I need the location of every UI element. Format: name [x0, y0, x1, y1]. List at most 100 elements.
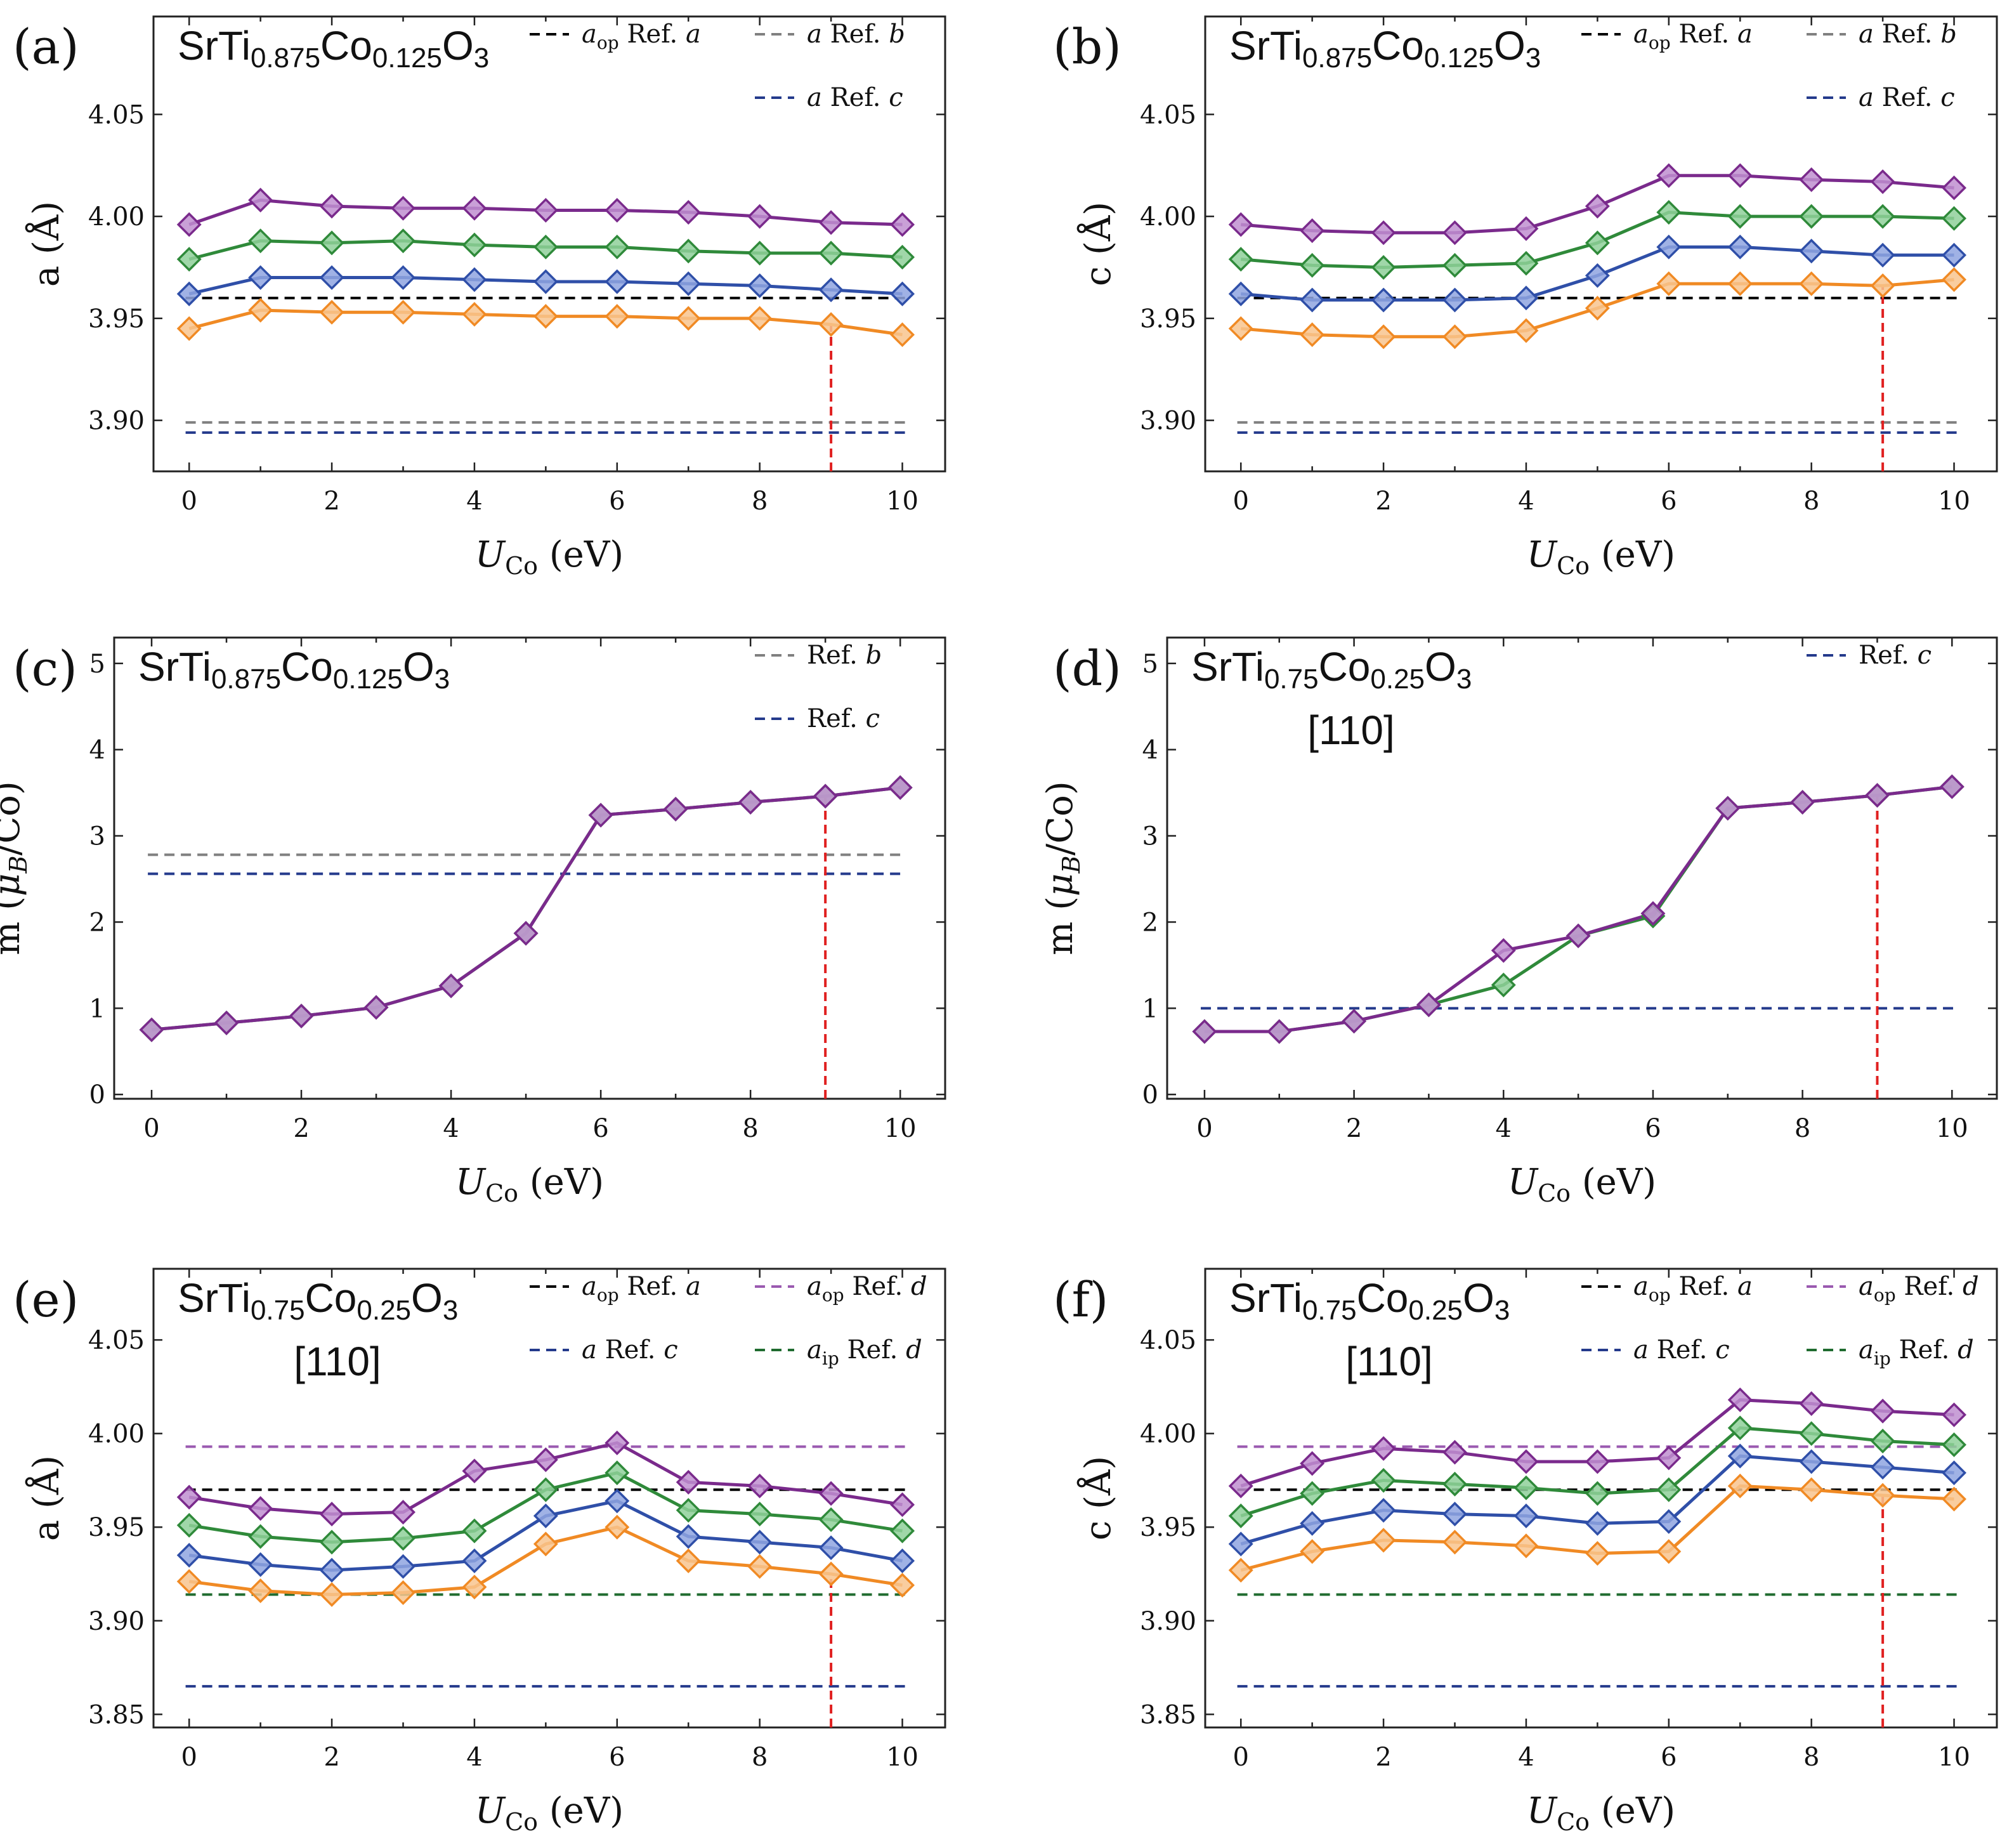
y-tick-label: 3.90	[1140, 407, 1196, 436]
data-point-purple	[438, 973, 464, 999]
legend-entry: a Ref. c	[582, 1335, 678, 1365]
data-point-orange	[818, 1561, 844, 1587]
plot-frame	[1204, 1268, 1998, 1729]
data-point-purple	[1870, 1398, 1895, 1424]
y-tick-label: 5	[89, 650, 105, 679]
data-point-green	[1300, 252, 1325, 278]
data-point-orange	[1799, 1477, 1824, 1502]
x-axis-label: UCo (eV)	[1527, 1790, 1675, 1836]
y-tick-label: 4.00	[88, 1420, 145, 1449]
x-tick-label: 4	[1518, 1743, 1534, 1772]
x-tick-label: 4	[466, 487, 482, 516]
data-point-purple	[1342, 1009, 1367, 1034]
data-point-purple	[1715, 796, 1741, 821]
formula-title: SrTi0.875Co0.125O3	[178, 23, 489, 74]
y-axis-label: m (μB/Co)	[1040, 781, 1085, 955]
data-point-green	[1585, 230, 1610, 256]
y-tick-label: 4.00	[1140, 1420, 1196, 1449]
y-axis-label: a (Å)	[25, 201, 67, 287]
x-tick-label: 8	[1803, 487, 1819, 516]
data-point-green	[1870, 204, 1895, 229]
x-axis-label: UCo (eV)	[1527, 534, 1675, 580]
data-point-green	[533, 1477, 558, 1502]
data-point-orange	[391, 1580, 415, 1606]
y-axis-label: c (Å)	[1076, 202, 1119, 286]
data-point-orange	[1942, 1486, 1967, 1512]
x-axis-label: UCo (eV)	[475, 1790, 624, 1836]
data-point-blue	[747, 273, 773, 298]
y-tick-label: 3.90	[88, 1607, 145, 1636]
y-tick-label: 3.95	[88, 305, 145, 334]
data-point-blue	[1656, 234, 1682, 259]
data-point-orange	[248, 1578, 273, 1604]
data-point-green	[1228, 247, 1253, 272]
y-tick-label: 4.05	[1140, 1326, 1196, 1355]
legend-entry: a Ref. c	[807, 83, 903, 112]
data-point-blue	[462, 267, 487, 292]
data-point-green	[1491, 973, 1516, 998]
plot-frame	[152, 1268, 946, 1729]
x-tick-label: 4	[443, 1114, 459, 1143]
data-point-blue	[676, 1524, 701, 1549]
data-point-green	[248, 228, 273, 254]
x-tick-label: 8	[1795, 1114, 1810, 1143]
data-point-orange	[1442, 1530, 1467, 1555]
data-point-blue	[1442, 1502, 1467, 1527]
y-tick-label: 4.05	[88, 100, 145, 129]
data-point-green	[818, 240, 844, 266]
x-tick-label: 2	[1375, 487, 1391, 516]
data-point-orange	[1656, 1539, 1682, 1564]
x-tick-label: 6	[1661, 1743, 1677, 1772]
data-point-green	[1371, 1467, 1396, 1493]
data-point-green	[391, 228, 415, 254]
data-point-green	[319, 1530, 344, 1555]
x-tick-label: 2	[1375, 1743, 1391, 1772]
x-tick-label: 2	[1346, 1114, 1362, 1143]
x-tick-label: 10	[1938, 487, 1970, 516]
data-point-orange	[319, 299, 344, 325]
panel-b: (b) 0 2 4 6 8 10 3.90 3.95 4.00 4.05 UCo (eV) c (Å) S…	[1053, 15, 1998, 580]
panel-label: (a)	[13, 18, 79, 75]
x-tick-label: 4	[1496, 1114, 1512, 1143]
data-point-green	[1942, 1432, 1967, 1457]
data-point-orange	[1228, 1557, 1253, 1583]
y-tick-label: 4.00	[88, 202, 145, 232]
data-point-blue	[248, 265, 273, 291]
data-point-green	[1585, 1481, 1610, 1506]
data-point-green	[1300, 1481, 1325, 1506]
data-point-purple	[676, 200, 701, 225]
data-point-purple	[248, 1496, 273, 1521]
data-point-green	[533, 234, 558, 259]
plot-frame	[113, 636, 946, 1100]
x-tick-label: 8	[1803, 1743, 1819, 1772]
data-point-blue	[1300, 1511, 1325, 1536]
y-tick-label: 4.00	[1140, 202, 1196, 232]
data-point-purple	[1585, 1449, 1610, 1474]
formula-title: SrTi0.875Co0.125O3	[138, 644, 450, 695]
data-point-purple	[289, 1004, 314, 1029]
data-point-purple	[214, 1010, 239, 1035]
data-point-blue	[818, 1535, 844, 1561]
formula-title: SrTi0.875Co0.125O3	[1229, 23, 1541, 74]
data-point-blue	[319, 1557, 344, 1583]
legend-entry: a Ref. c	[1633, 1335, 1730, 1365]
data-point-purple	[1442, 1439, 1467, 1465]
data-point-green	[1799, 204, 1824, 229]
y-tick-label: 3	[1142, 822, 1158, 851]
data-point-purple	[747, 204, 773, 229]
data-point-orange	[1228, 316, 1253, 341]
data-point-orange	[462, 301, 487, 327]
data-point-blue	[1870, 242, 1895, 268]
data-point-green	[747, 1502, 773, 1527]
data-point-green	[462, 232, 487, 258]
data-point-orange	[605, 1514, 630, 1540]
data-point-orange	[176, 1569, 202, 1594]
data-point-orange	[890, 322, 915, 348]
x-tick-label: 10	[886, 487, 919, 516]
data-point-blue	[176, 281, 202, 306]
data-point-orange	[1300, 1539, 1325, 1564]
x-tick-label: 10	[1938, 1743, 1970, 1772]
data-point-blue	[391, 265, 415, 291]
data-point-purple	[513, 921, 539, 946]
